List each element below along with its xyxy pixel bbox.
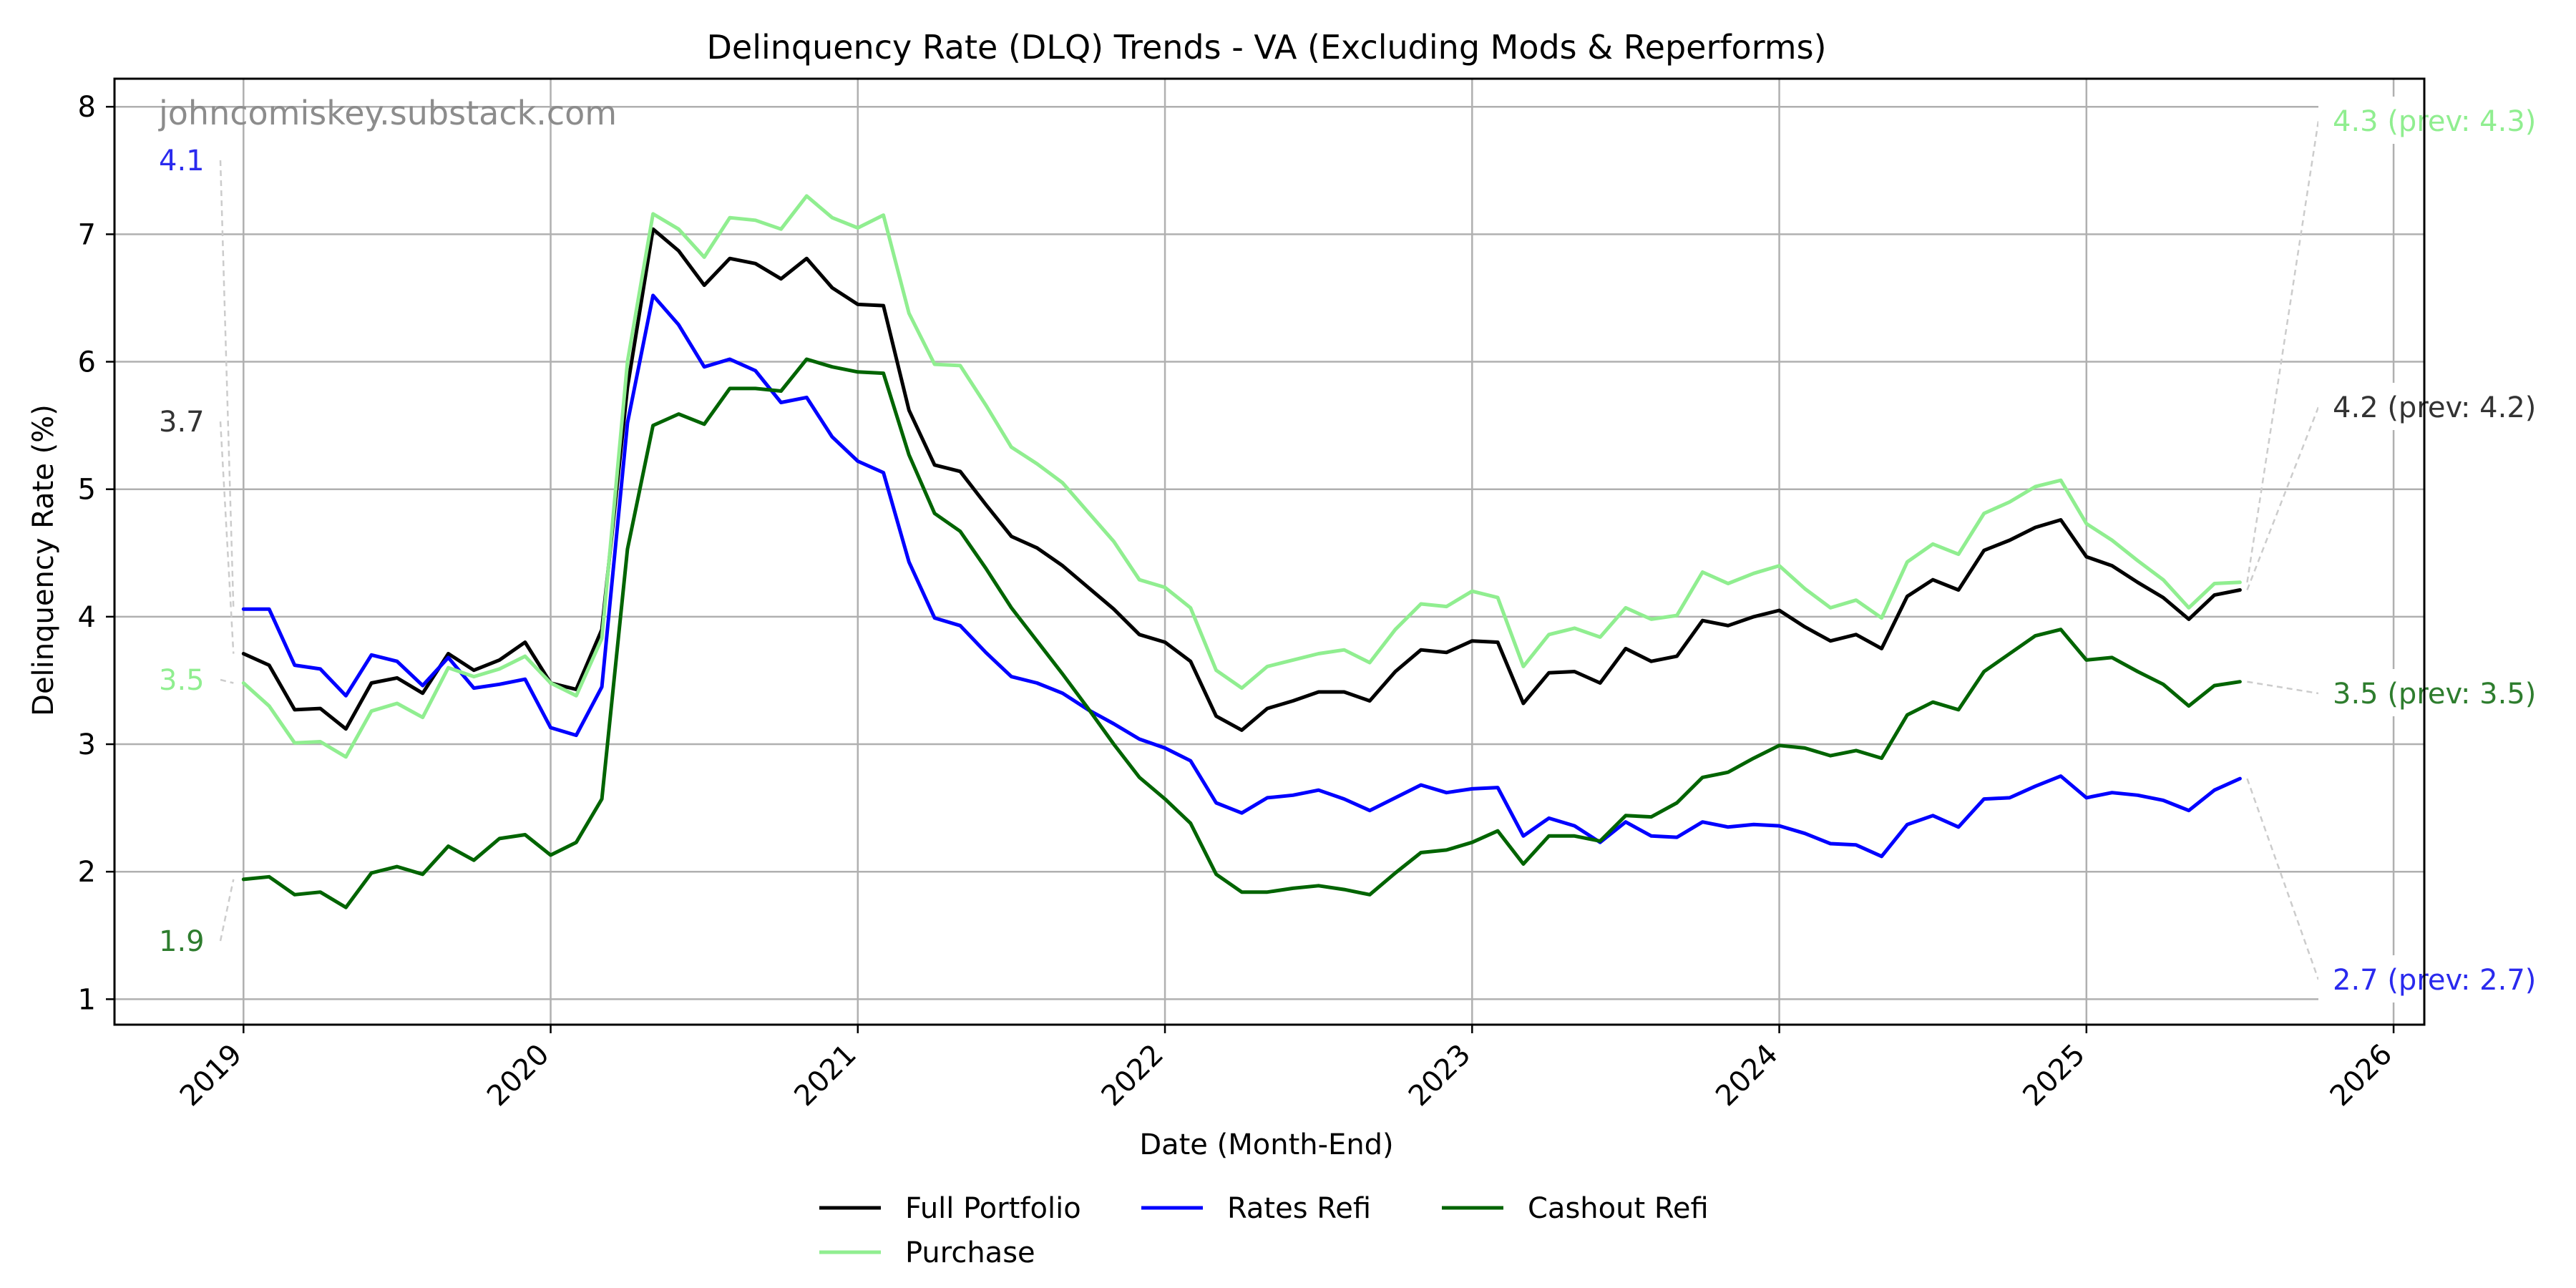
value-labels: 4.1 3.7 3.5 1.9 4.3 (prev: 4.3) 4.2 (prev: 4.… [159, 97, 2555, 1002]
y-tick-label: 6 [78, 346, 96, 379]
start-value-label: 4.1 [159, 145, 205, 177]
end-value-label: 3.5 (prev: 3.5) [2333, 678, 2536, 711]
start-value-label: 3.7 [159, 406, 205, 439]
series-line-rates-refi [241, 293, 2242, 859]
y-tick-label: 8 [78, 91, 96, 124]
end-value-label: 4.3 (prev: 4.3) [2333, 105, 2536, 138]
legend-label: Cashout Refi [1528, 1192, 1709, 1225]
y-tick-label: 5 [78, 474, 96, 507]
x-axis-label: Date (Month-End) [1139, 1128, 1393, 1161]
leader-line [219, 879, 235, 942]
series-line-cashout-refi [241, 357, 2242, 909]
y-axis-label: Delinquency Rate (%) [27, 404, 60, 716]
end-value-label: 4.2 (prev: 4.2) [2333, 391, 2536, 424]
start-value-label: 3.5 [159, 664, 205, 697]
leader-lines [219, 120, 2320, 980]
y-tick-label: 4 [78, 601, 96, 634]
legend-label: Purchase [905, 1236, 1035, 1269]
legend-item-rates-refi: Rates Refi [1141, 1192, 1371, 1225]
chart-title: Delinquency Rate (DLQ) Trends - VA (Excl… [706, 28, 1826, 67]
legend-item-cashout-refi: Cashout Refi [1442, 1192, 1709, 1225]
y-tick-label: 7 [78, 218, 96, 251]
watermark: johncomiskey.substack.com [158, 94, 617, 132]
y-tick-label: 1 [78, 983, 96, 1016]
series-lines [241, 194, 2242, 909]
series-line-full-portfolio [241, 227, 2242, 732]
start-value-label: 1.9 [159, 925, 205, 958]
end-value-label: 2.7 (prev: 2.7) [2333, 964, 2536, 997]
plot-frame [113, 77, 2426, 1026]
leader-line [220, 678, 234, 684]
leader-line [2246, 120, 2320, 582]
end-label-background [2318, 97, 2555, 144]
legend-item-purchase: Purchase [819, 1236, 1035, 1269]
leader-line [2247, 680, 2319, 695]
leader-line [2246, 406, 2320, 590]
y-axis: 1 2 3 4 5 6 7 8 [78, 91, 114, 1016]
end-label-background [2318, 669, 2555, 716]
leader-line [2246, 778, 2320, 980]
y-tick-label: 2 [78, 856, 96, 889]
legend-label: Rates Refi [1227, 1192, 1371, 1225]
series-line-purchase [241, 194, 2242, 759]
leader-line [219, 421, 235, 654]
end-label-background [2318, 383, 2555, 430]
leader-line [219, 160, 235, 610]
legend-label: Full Portfolio [905, 1192, 1081, 1225]
y-tick-label: 3 [78, 728, 96, 761]
end-label-background [2318, 955, 2555, 1002]
grid-lines [114, 79, 2424, 1025]
legend: Full Portfolio Rates Refi Cashout Refi Purc… [819, 1192, 1709, 1269]
legend-item-full-portfolio: Full Portfolio [819, 1192, 1081, 1225]
